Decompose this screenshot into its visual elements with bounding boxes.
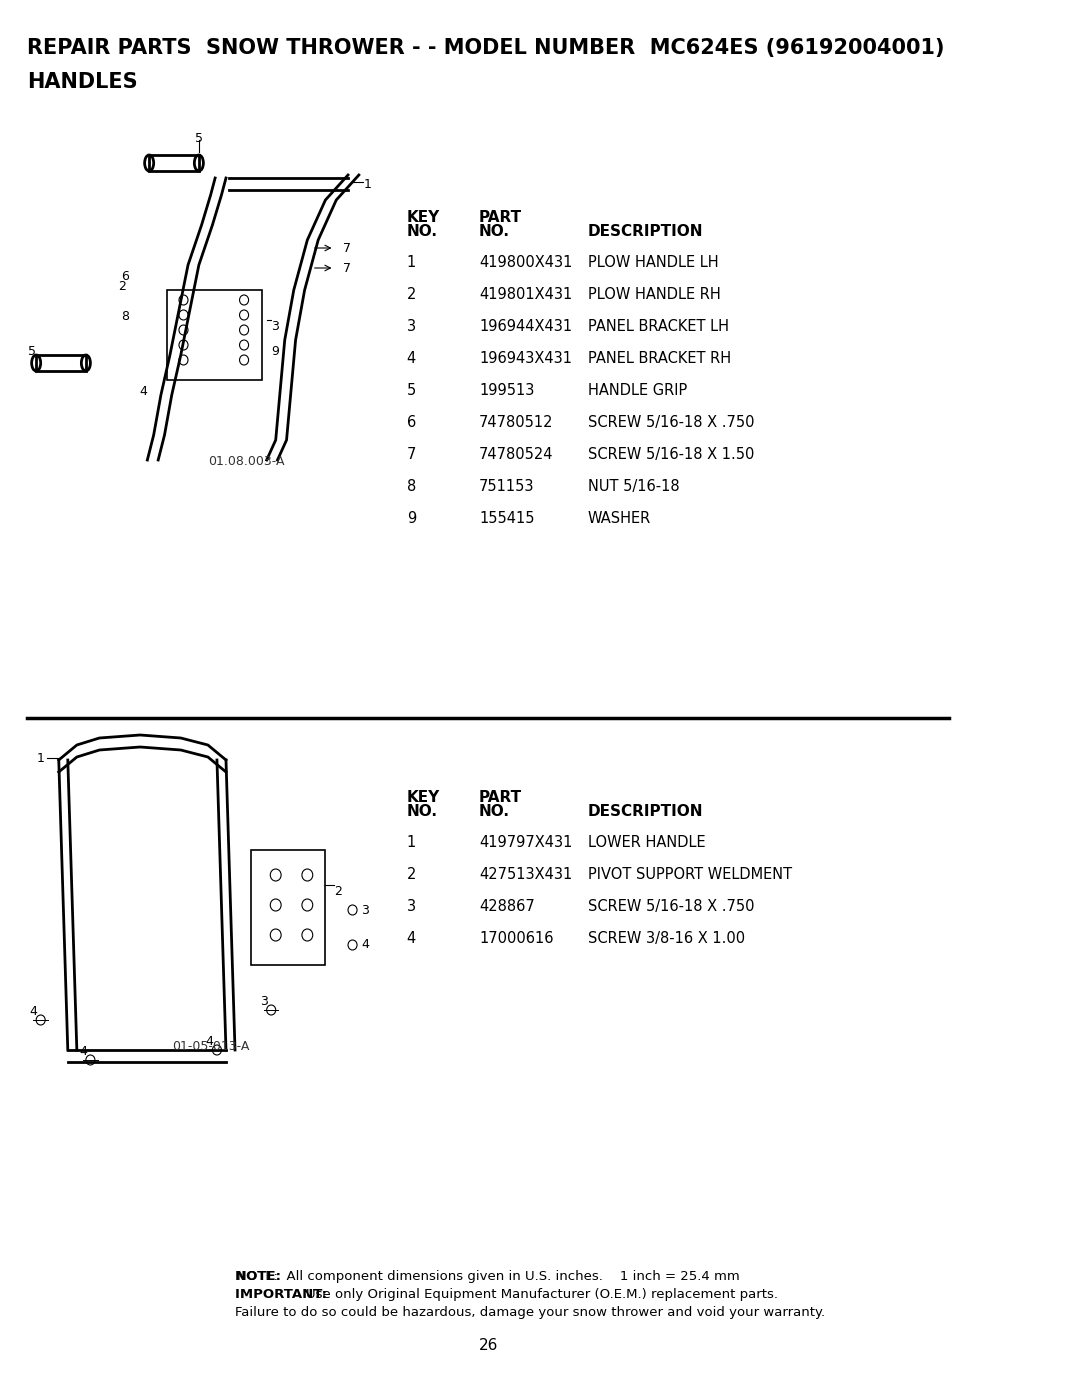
Text: 3: 3	[260, 995, 268, 1009]
Text: 8: 8	[121, 310, 129, 323]
Text: KEY: KEY	[407, 210, 440, 225]
Text: 74780524: 74780524	[480, 447, 554, 462]
Text: 17000616: 17000616	[480, 930, 554, 946]
Text: DESCRIPTION: DESCRIPTION	[588, 224, 703, 239]
Text: 7: 7	[343, 261, 351, 274]
Text: 1: 1	[363, 177, 372, 191]
Text: KEY: KEY	[407, 789, 440, 805]
Text: 4: 4	[79, 1045, 87, 1058]
Text: SCREW 5/16-18 X .750: SCREW 5/16-18 X .750	[588, 900, 754, 914]
Text: 4: 4	[29, 1004, 38, 1018]
Text: IMPORTANT:: IMPORTANT:	[235, 1288, 332, 1301]
Text: NO.: NO.	[480, 805, 510, 819]
Text: 4: 4	[206, 1035, 214, 1048]
Text: NOTE:  All component dimensions given in U.S. inches.    1 inch = 25.4 mm: NOTE: All component dimensions given in …	[237, 1270, 740, 1282]
Text: SCREW 5/16-18 X .750: SCREW 5/16-18 X .750	[588, 415, 754, 430]
Text: 4: 4	[407, 930, 416, 946]
Text: REPAIR PARTS  SNOW THROWER - - MODEL NUMBER  MC624ES (96192004001): REPAIR PARTS SNOW THROWER - - MODEL NUMB…	[27, 38, 945, 59]
Text: 01.08.003-A: 01.08.003-A	[208, 455, 284, 468]
Text: HANDLES: HANDLES	[27, 73, 138, 92]
Text: SCREW 5/16-18 X 1.50: SCREW 5/16-18 X 1.50	[588, 447, 754, 462]
Text: PART: PART	[480, 789, 523, 805]
Text: 1: 1	[407, 835, 416, 849]
Text: 6: 6	[121, 270, 129, 284]
Text: HANDLE GRIP: HANDLE GRIP	[588, 383, 687, 398]
Text: 196944X431: 196944X431	[480, 319, 572, 334]
Text: SCREW 3/8-16 X 1.00: SCREW 3/8-16 X 1.00	[588, 930, 745, 946]
Text: 01-05-013-A: 01-05-013-A	[172, 1039, 249, 1053]
Text: 2: 2	[407, 286, 416, 302]
Text: 196943X431: 196943X431	[480, 351, 572, 366]
Text: PANEL BRACKET LH: PANEL BRACKET LH	[588, 319, 729, 334]
Text: 2: 2	[407, 868, 416, 882]
Text: 4: 4	[362, 939, 369, 951]
Text: 4: 4	[407, 351, 416, 366]
Text: 8: 8	[407, 479, 416, 495]
Text: PLOW HANDLE RH: PLOW HANDLE RH	[588, 286, 720, 302]
Text: NO.: NO.	[480, 224, 510, 239]
Text: NUT 5/16-18: NUT 5/16-18	[588, 479, 679, 495]
Text: 2: 2	[118, 279, 126, 293]
Text: 5: 5	[194, 131, 203, 145]
Text: WASHER: WASHER	[588, 511, 651, 527]
Text: LOWER HANDLE: LOWER HANDLE	[588, 835, 705, 849]
Text: 9: 9	[271, 345, 279, 358]
Text: NO.: NO.	[407, 805, 437, 819]
Text: 3: 3	[407, 900, 416, 914]
Text: 419797X431: 419797X431	[480, 835, 572, 849]
Text: 4: 4	[139, 386, 147, 398]
Text: NOTE:: NOTE:	[235, 1270, 285, 1282]
Text: 428867: 428867	[480, 900, 535, 914]
Text: 74780512: 74780512	[480, 415, 554, 430]
Text: 1: 1	[407, 256, 416, 270]
Text: PLOW HANDLE LH: PLOW HANDLE LH	[588, 256, 718, 270]
Text: 3: 3	[362, 904, 369, 916]
Text: 7: 7	[407, 447, 416, 462]
Text: 1: 1	[37, 752, 44, 766]
Text: PANEL BRACKET RH: PANEL BRACKET RH	[588, 351, 731, 366]
Text: PART: PART	[480, 210, 523, 225]
Text: 419801X431: 419801X431	[480, 286, 572, 302]
Text: DESCRIPTION: DESCRIPTION	[588, 805, 703, 819]
Text: 5: 5	[28, 345, 36, 358]
Text: 419800X431: 419800X431	[480, 256, 572, 270]
Text: 26: 26	[478, 1338, 498, 1354]
Text: NO.: NO.	[407, 224, 437, 239]
Text: 199513: 199513	[480, 383, 535, 398]
Text: 3: 3	[271, 320, 279, 332]
Text: 2: 2	[335, 886, 342, 898]
Text: 6: 6	[407, 415, 416, 430]
Text: 5: 5	[407, 383, 416, 398]
Text: 3: 3	[407, 319, 416, 334]
Text: 7: 7	[343, 242, 351, 254]
Text: 9: 9	[407, 511, 416, 527]
Text: 751153: 751153	[480, 479, 535, 495]
Text: Use only Original Equipment Manufacturer (O.E.M.) replacement parts.: Use only Original Equipment Manufacturer…	[306, 1288, 778, 1301]
Text: Failure to do so could be hazardous, damage your snow thrower and void your warr: Failure to do so could be hazardous, dam…	[235, 1306, 825, 1319]
Text: 155415: 155415	[480, 511, 535, 527]
Text: PIVOT SUPPORT WELDMENT: PIVOT SUPPORT WELDMENT	[588, 868, 792, 882]
Text: 427513X431: 427513X431	[480, 868, 572, 882]
